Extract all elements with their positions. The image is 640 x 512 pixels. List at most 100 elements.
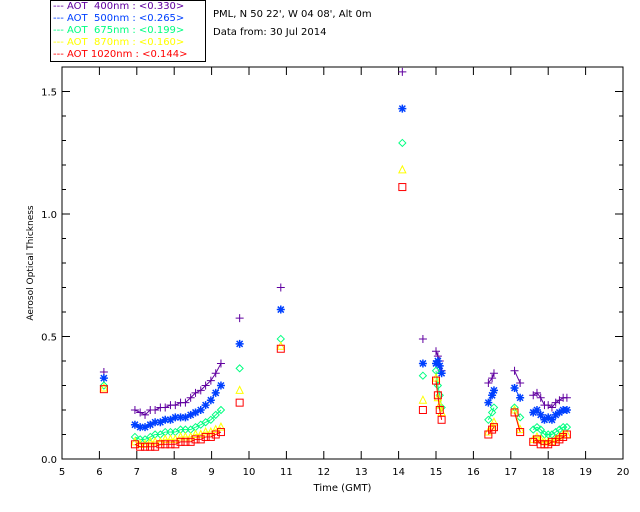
- data-point-diamond: [529, 425, 538, 434]
- data-point-plus: [211, 369, 220, 378]
- data-point-plus: [489, 369, 498, 378]
- data-point-triangle: [191, 429, 200, 438]
- data-point-triangle: [418, 395, 428, 404]
- data-point-triangle: [160, 434, 170, 443]
- data-point-star: [529, 408, 538, 417]
- data-point-diamond: [536, 425, 545, 434]
- x-tick-label: 12: [317, 467, 330, 478]
- data-point-plus: [141, 410, 150, 419]
- data-point-star: [398, 104, 407, 113]
- data-point-diamond: [216, 405, 226, 415]
- data-point-triangle: [166, 434, 175, 443]
- plot-frame: [61, 66, 624, 460]
- series-0: [99, 67, 571, 419]
- data-point-diamond: [206, 415, 216, 425]
- x-tick-label: 13: [355, 467, 368, 478]
- series-line: [185, 397, 191, 404]
- data-point-square: [516, 428, 525, 437]
- x-tick-label: 14: [392, 467, 405, 478]
- data-point-triangle: [433, 392, 443, 402]
- series-line: [439, 409, 443, 420]
- series-line: [536, 392, 542, 399]
- data-point-star: [206, 396, 215, 405]
- series-line: [144, 409, 151, 416]
- data-point-diamond: [489, 403, 499, 412]
- data-point-diamond: [235, 364, 244, 373]
- series-4: [99, 183, 571, 451]
- data-point-star: [418, 359, 427, 368]
- data-point-star: [196, 406, 205, 414]
- data-point-star: [211, 388, 220, 397]
- x-tick-label: 9: [208, 467, 214, 478]
- data-point-star: [489, 386, 498, 395]
- data-point-star: [99, 374, 108, 383]
- data-point-star: [201, 401, 210, 410]
- data-point-star: [130, 420, 139, 429]
- series-line: [200, 385, 206, 391]
- series-line: [437, 385, 441, 396]
- x-tick-label: 15: [430, 467, 443, 478]
- series-line: [134, 443, 141, 448]
- data-point-plus: [191, 388, 200, 397]
- data-point-triangle: [181, 431, 190, 441]
- data-point-square: [176, 437, 185, 446]
- y-tick-label: 0.5: [41, 333, 57, 344]
- data-point-square: [99, 385, 108, 394]
- legend-label: AOT 400nm : <0.330>: [67, 1, 185, 12]
- series-line: [540, 429, 545, 435]
- data-point-diamond: [532, 422, 542, 432]
- data-point-plus: [532, 388, 541, 397]
- data-point-square: [130, 440, 139, 449]
- x-tick-label: 5: [59, 467, 65, 478]
- x-tick-label: 18: [542, 467, 555, 478]
- data-point-square: [562, 430, 571, 439]
- data-point-star: [276, 305, 285, 314]
- data-point-star: [547, 415, 556, 424]
- data-point-star: [171, 413, 180, 422]
- series-line: [175, 441, 181, 445]
- series-line: [437, 395, 441, 411]
- series-line: [514, 370, 521, 384]
- x-axis-label: Time (GMT): [313, 483, 372, 494]
- series-line: [210, 434, 216, 438]
- data-point-square: [191, 435, 200, 444]
- legend-675: --- AOT 675nm : <0.199>: [53, 25, 185, 36]
- data-point-triangle: [489, 417, 499, 426]
- series-line: [205, 380, 212, 386]
- data-point-square: [211, 430, 220, 439]
- site-info: PML, N 50 22', W 04 08', Alt 0m Data fro…: [213, 6, 372, 42]
- data-point-triangle: [276, 341, 286, 350]
- data-date: Data from: 30 Jul 2014: [213, 27, 327, 38]
- y-tick-label: 1.0: [41, 210, 57, 221]
- data-point-diamond: [418, 371, 428, 380]
- data-point-square: [156, 440, 165, 449]
- data-point-triangle: [216, 422, 226, 431]
- y-tick-label: 1.5: [41, 88, 57, 99]
- series-line: [487, 377, 493, 384]
- data-point-star: [484, 398, 493, 407]
- data-point-star: [235, 339, 244, 348]
- data-point-plus: [432, 347, 440, 356]
- series-line: [190, 392, 196, 399]
- data-point-square: [161, 440, 170, 449]
- data-point-square: [435, 406, 444, 414]
- legend-1020: --- AOT 1020nm : <0.144>: [53, 49, 188, 60]
- data-point-star: [166, 415, 175, 424]
- data-point-star: [146, 420, 155, 429]
- data-point-plus: [516, 379, 525, 388]
- series-line: [215, 409, 222, 416]
- series-2: [99, 138, 572, 444]
- series-line: [210, 372, 217, 381]
- data-point-square: [276, 344, 285, 353]
- data-point-star: [141, 423, 150, 432]
- series-line: [540, 397, 545, 406]
- x-tick-label: 16: [467, 467, 480, 478]
- x-tick-label: 7: [134, 467, 140, 478]
- data-point-diamond: [484, 415, 493, 425]
- data-point-star: [151, 418, 160, 427]
- data-point-square: [433, 391, 442, 400]
- data-point-star: [156, 418, 165, 427]
- data-point-plus: [171, 401, 180, 410]
- legend-870: --- AOT 870nm : <0.160>: [53, 37, 185, 48]
- data-point-plus: [216, 359, 225, 368]
